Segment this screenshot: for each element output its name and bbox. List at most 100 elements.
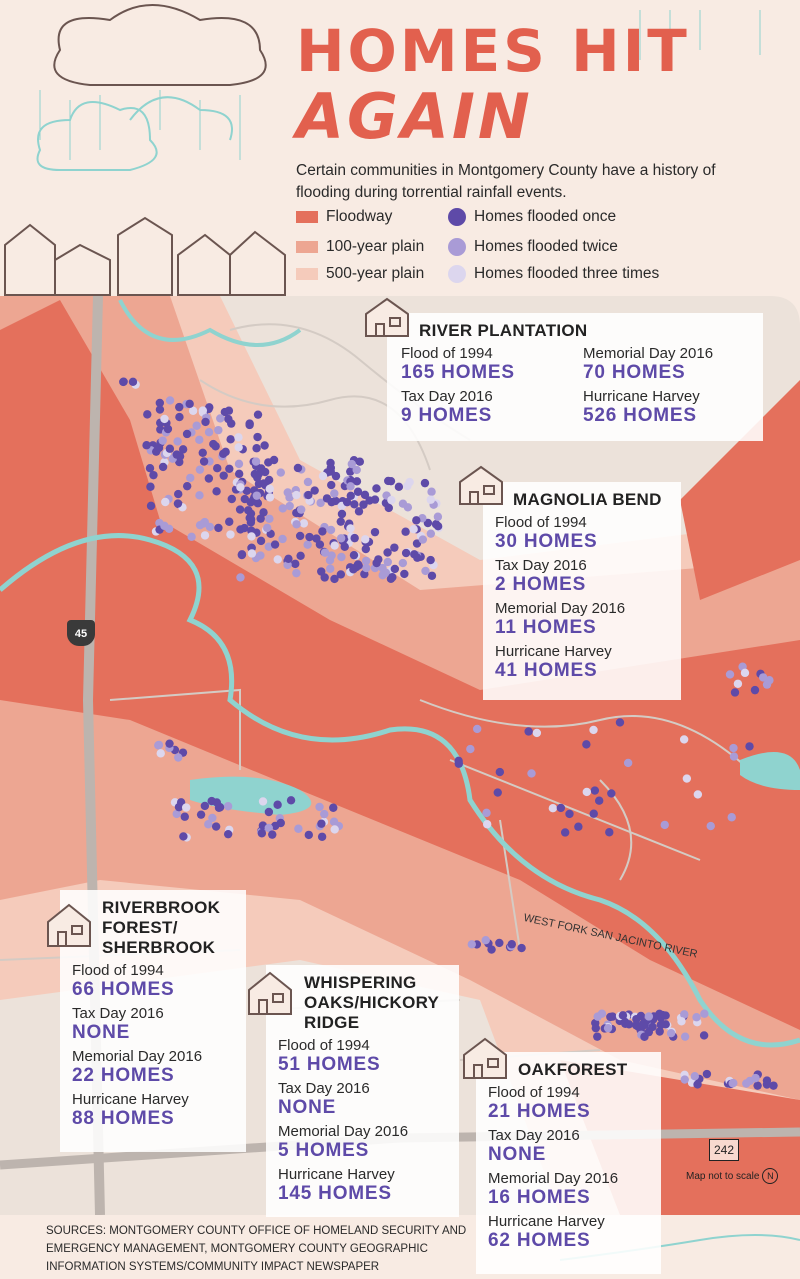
- flooded-home-dot: [156, 749, 165, 758]
- flooded-home-dot: [182, 481, 192, 491]
- flooded-home-dot: [256, 514, 265, 523]
- community-name: RIVER PLANTATION: [419, 321, 588, 340]
- flooded-home-dot: [728, 1079, 737, 1088]
- flooded-home-dot: [154, 740, 164, 750]
- flooded-home-dot: [353, 487, 363, 496]
- flooded-home-dot: [296, 551, 305, 561]
- flooded-home-dot: [225, 464, 234, 473]
- flooded-home-dot: [378, 570, 387, 580]
- flooded-home-dot: [769, 1081, 778, 1090]
- flooded-home-dot: [256, 536, 266, 546]
- flooded-home-dot: [216, 414, 225, 423]
- title-line-1: HOMES HIT: [296, 17, 690, 85]
- event-value: 2 HOMES: [495, 574, 587, 595]
- flooded-home-dot: [295, 531, 305, 541]
- flooded-home-dot: [260, 441, 269, 450]
- flooded-home-dot: [527, 769, 536, 778]
- event-value: 62 HOMES: [488, 1230, 591, 1251]
- flooded-home-dot: [294, 824, 303, 833]
- flooded-home-dot: [283, 560, 292, 570]
- flooded-home-dot: [315, 802, 324, 812]
- event-value: 5 HOMES: [278, 1140, 370, 1161]
- legend-label: Floodway: [326, 208, 393, 225]
- flooded-home-dot: [677, 1017, 686, 1026]
- flooded-home-dot: [730, 688, 740, 697]
- flooded-home-dot: [487, 945, 496, 954]
- flooded-home-dot: [276, 818, 285, 828]
- event-value: 41 HOMES: [495, 660, 598, 681]
- house-icon: [365, 297, 409, 337]
- flooded-home-dot: [352, 477, 362, 486]
- flooded-home-dot: [208, 813, 217, 823]
- event-label: Flood of 1994: [72, 962, 164, 979]
- flooded-home-dot: [304, 490, 313, 500]
- flooded-home-dot: [482, 808, 491, 818]
- callout-river-plantation: RIVER PLANTATION Flood of 1994 165 HOMES…: [387, 313, 763, 441]
- flooded-home-dot: [161, 497, 170, 507]
- flooded-home-dot: [594, 796, 604, 805]
- flooded-home-dot: [304, 830, 313, 840]
- legend-label: 500-year plain: [326, 265, 425, 282]
- event-value: 22 HOMES: [72, 1065, 175, 1086]
- interstate-45-shield: 45: [67, 620, 95, 646]
- flooded-home-dot: [507, 940, 516, 949]
- flooded-home-dot: [405, 477, 414, 487]
- flooded-home-dot: [680, 1010, 689, 1019]
- event-value: 30 HOMES: [495, 531, 598, 552]
- flooded-home-dot: [591, 1023, 600, 1033]
- flooded-home-dot: [219, 471, 228, 480]
- flooded-home-dot: [359, 500, 368, 509]
- flooded-home-dot: [195, 520, 205, 530]
- flooded-home-dot: [615, 718, 625, 727]
- flooded-home-dot: [198, 406, 208, 415]
- flooded-home-dot: [346, 491, 355, 501]
- flooded-home-dot: [317, 567, 326, 576]
- event-value: 70 HOMES: [583, 362, 686, 383]
- flooded-home-dot: [574, 822, 583, 831]
- intro-text: Certain communities in Montgomery County…: [296, 162, 716, 201]
- flooded-home-dot: [223, 829, 233, 839]
- event-value: 21 HOMES: [488, 1101, 591, 1122]
- flooded-home-dot: [361, 535, 370, 544]
- flooded-home-dot: [608, 1012, 617, 1021]
- flooded-home-dot: [213, 464, 222, 473]
- flooded-home-dot: [740, 668, 750, 678]
- flooded-home-dot: [285, 501, 294, 511]
- flooded-home-dot: [327, 551, 336, 560]
- flooded-home-dot: [236, 525, 245, 534]
- flooded-home-dot: [186, 473, 195, 483]
- flooded-home-dot: [401, 548, 411, 558]
- flooded-home-dot: [234, 443, 243, 452]
- flooded-home-dot: [286, 796, 296, 805]
- flooded-home-dot: [384, 476, 393, 486]
- flooded-home-dot: [276, 468, 285, 477]
- flooded-home-dot: [270, 540, 280, 549]
- flooded-home-dot: [201, 417, 210, 427]
- house-icon: [248, 971, 292, 1015]
- legend-label: Homes flooded three times: [474, 265, 660, 282]
- event-value: 66 HOMES: [72, 979, 175, 1000]
- flooded-home-dot: [200, 801, 210, 811]
- highway-242-shield: 242: [709, 1139, 739, 1161]
- flooded-home-dot: [340, 542, 349, 551]
- flooded-home-dot: [211, 822, 221, 831]
- flooded-home-dot: [234, 459, 244, 469]
- tributary: [118, 299, 302, 347]
- flooded-home-dot: [252, 444, 261, 453]
- flooded-home-dot: [725, 670, 735, 679]
- flooded-home-dot: [679, 735, 689, 744]
- flooded-home-dot: [421, 566, 430, 576]
- callout-whispering-oaks-hickory-ridge: WHISPERING OAKS/HICKORY RIDGE Flood of 1…: [266, 965, 459, 1217]
- flooded-home-dot: [318, 527, 327, 536]
- flooded-home-dot: [264, 823, 273, 833]
- flooded-home-dot: [174, 489, 183, 499]
- event-value: 9 HOMES: [401, 405, 493, 426]
- community-name: RIDGE: [304, 1013, 360, 1032]
- community-name: WHISPERING: [304, 973, 417, 992]
- event-label: Memorial Day 2016: [72, 1048, 203, 1065]
- flooded-home-dot: [702, 1069, 712, 1079]
- flooded-home-dot: [632, 1014, 641, 1024]
- flooded-home-dot: [682, 774, 692, 783]
- cloud-sketches: [36, 96, 233, 171]
- flooded-home-dot: [433, 512, 443, 521]
